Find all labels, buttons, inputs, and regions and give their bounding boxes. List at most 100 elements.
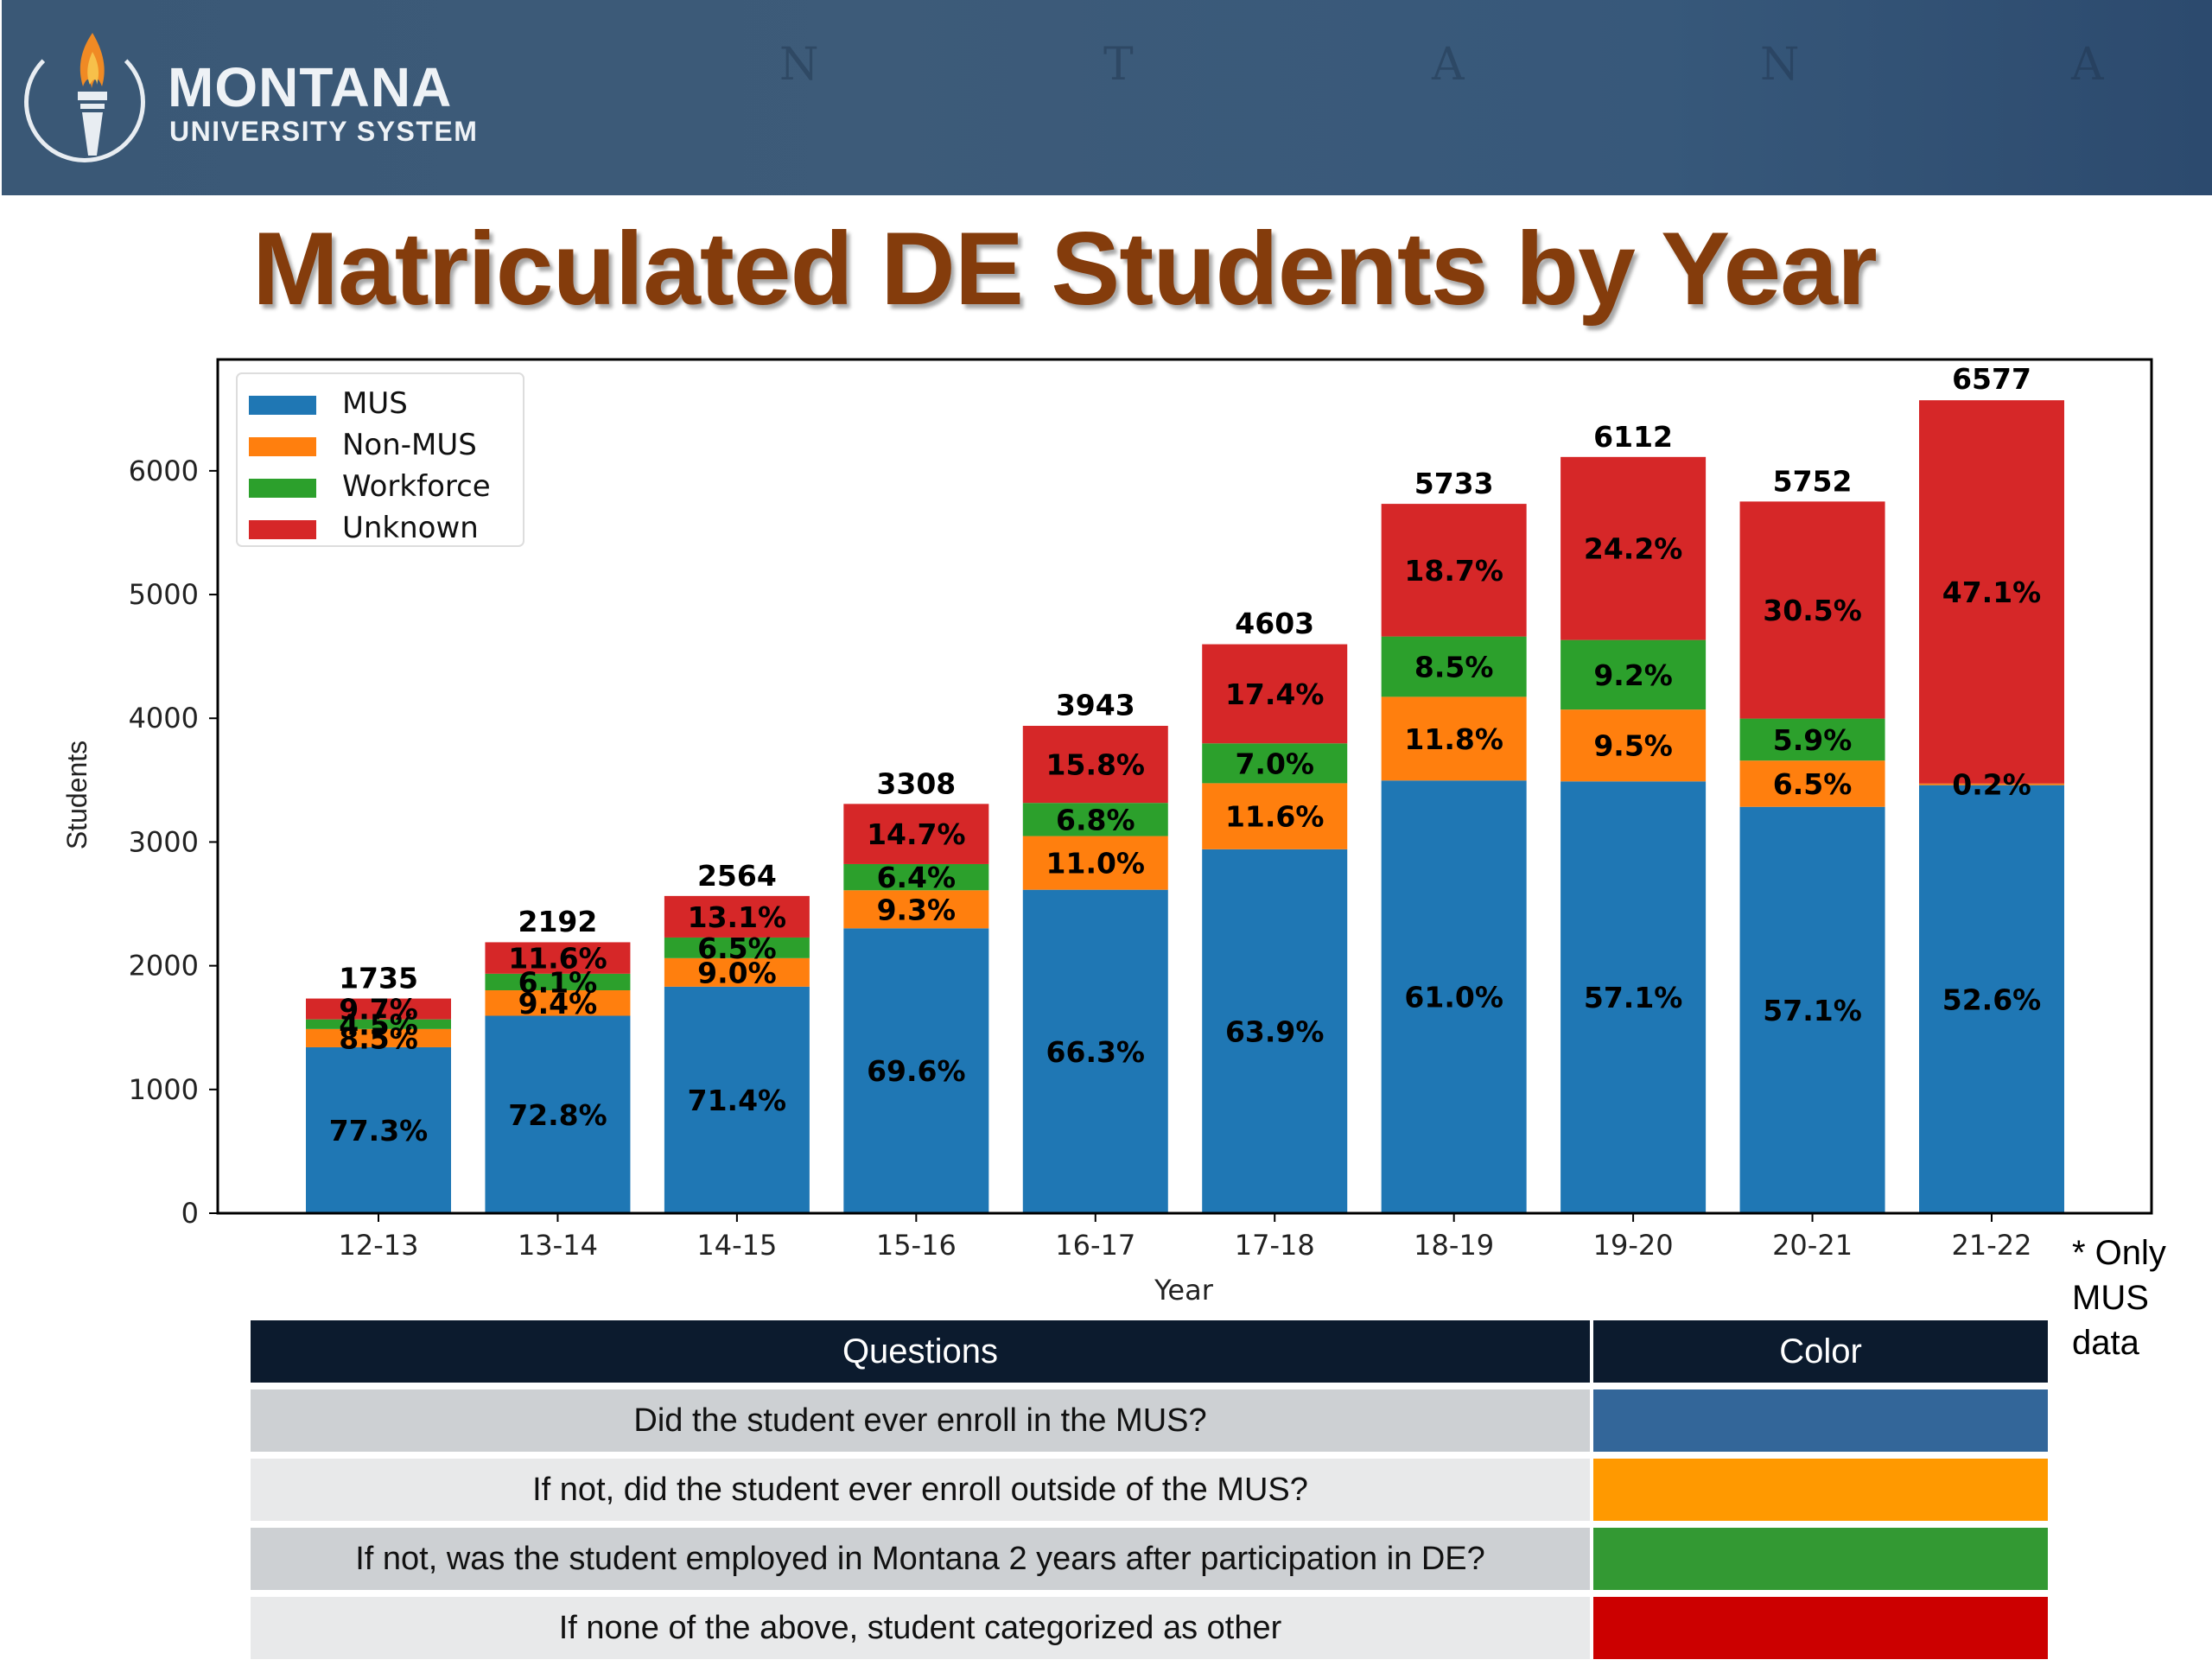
color-swatch [1593,1528,2048,1590]
map-letter: A [2071,39,2104,91]
bar-segment-workforce [1560,639,1707,710]
segment-label: 6.8% [1056,803,1135,836]
x-tick-label: 15-16 [876,1229,957,1262]
legend-swatch-workforce [249,479,316,498]
bar-segment-mus [1381,780,1527,1213]
bar-segment-non-mus [664,957,810,987]
bar-segment-mus [1202,849,1348,1213]
segment-label: 6.4% [877,861,957,894]
segment-label: 6.5% [697,932,777,965]
legend-label: Non-MUS [342,428,477,462]
y-tick-label: 6000 [129,455,199,487]
bar-total-label: 3943 [1056,688,1135,722]
bar-segment-unknown [664,895,810,938]
segment-label: 11.6% [1225,800,1325,834]
x-tick-label: 19-20 [1593,1229,1674,1262]
bar-segment-workforce [1202,743,1348,784]
y-tick-label: 4000 [129,702,199,734]
bar-segment-mus [306,1046,451,1213]
header-banner: N T A N A MONTANA UNIVERSITY SYSTEM [2,0,2212,195]
bar-segment-unknown [485,942,631,974]
bar-total-label: 5752 [1773,464,1853,498]
x-tick-label: 16-17 [1055,1229,1135,1262]
bar-segment-unknown [306,998,451,1020]
segment-label: 77.3% [329,1114,429,1148]
y-tick-label: 5000 [129,578,199,611]
segment-label: 8.5% [339,1021,418,1055]
legend-label: MUS [342,386,408,421]
x-axis-label: Year [1154,1274,1214,1305]
x-tick-label: 18-19 [1414,1229,1494,1262]
segment-label: 63.9% [1225,1014,1325,1048]
table-row: If not, did the student ever enroll outs… [251,1459,2048,1521]
segment-label: 52.6% [1942,982,2042,1016]
bar-total-label: 2564 [697,859,777,893]
x-tick-label: 12-13 [339,1229,419,1262]
table-row: If none of the above, student categorize… [251,1597,2048,1659]
bar-segment-non-mus [1560,709,1707,782]
x-tick-label: 14-15 [696,1229,777,1262]
segment-label: 8.5% [1414,650,1494,684]
legend-label: Unknown [342,511,479,545]
legend-swatch-unknown [249,520,316,539]
brand-name: MONTANA [168,56,453,118]
bar-segment-mus [1919,785,2064,1213]
question-cell: If not, was the student employed in Mont… [251,1528,1593,1590]
segment-label: 11.6% [508,942,607,976]
y-axis-label: Students [61,741,92,849]
bar-segment-non-mus [306,1028,451,1047]
segment-label: 66.3% [1046,1035,1146,1069]
bar-total-label: 4603 [1235,607,1314,640]
bar-segment-unknown [1381,504,1527,637]
y-tick-label: 1000 [129,1073,199,1106]
logo-ring-icon [24,41,145,162]
bar-segment-workforce [843,863,989,891]
segment-label: 9.2% [1593,658,1673,692]
legend-box [236,372,524,547]
bar-total-label: 6577 [1952,362,2031,396]
table-row: Did the student ever enroll in the MUS? [251,1389,2048,1452]
segment-label: 71.4% [688,1084,787,1117]
segment-label: 0.2% [1952,768,2031,802]
column-header-questions: Questions [251,1320,1593,1383]
segment-label: 5.9% [1773,723,1853,757]
bar-total-label: 2192 [518,905,598,938]
bar-segment-unknown [1919,400,2064,784]
bar-segment-mus [1739,806,1885,1213]
legend-swatch-non-mus [249,437,316,456]
bar-segment-mus [843,928,989,1213]
segment-label: 6.5% [1773,767,1853,801]
segment-label: 9.5% [1593,729,1673,763]
x-tick-label: 13-14 [518,1229,598,1262]
bar-segment-mus [1022,889,1168,1213]
segment-label: 15.8% [1046,748,1146,782]
table-header-row: Questions Color [251,1320,2048,1383]
column-header-color: Color [1593,1320,2048,1383]
question-cell: Did the student ever enroll in the MUS? [251,1389,1593,1452]
bar-total-label: 5733 [1414,467,1494,500]
bar-segment-workforce [306,1019,451,1029]
bar-segment-non-mus [1381,696,1527,781]
segment-label: 7.0% [1235,747,1314,780]
bar-segment-workforce [1022,803,1168,836]
plot-frame [216,358,2153,1215]
bar-segment-workforce [1739,718,1885,761]
color-swatch [1593,1459,2048,1521]
x-tick-label: 21-22 [1952,1229,2032,1262]
footnote-line: MUS [2072,1279,2149,1317]
stacked-bar-chart: 77.3%8.5%4.5%9.7%173512-1372.8%9.4%6.1%1… [61,358,2153,1305]
bar-segment-workforce [664,937,810,958]
segment-label: 14.7% [867,817,966,851]
segment-label: 13.1% [688,900,787,934]
bar-segment-unknown [1202,644,1348,744]
x-tick-label: 17-18 [1235,1229,1315,1262]
bar-segment-mus [1560,781,1707,1213]
bar-segment-non-mus [1739,760,1885,807]
bar-segment-workforce [1381,636,1527,697]
map-letter: T [1103,39,1134,91]
segment-label: 9.4% [518,987,598,1021]
legend-swatch-mus [249,396,316,415]
bar-total-label: 6112 [1593,420,1673,454]
bar-segment-workforce [485,973,631,990]
segment-label: 18.7% [1404,554,1503,588]
